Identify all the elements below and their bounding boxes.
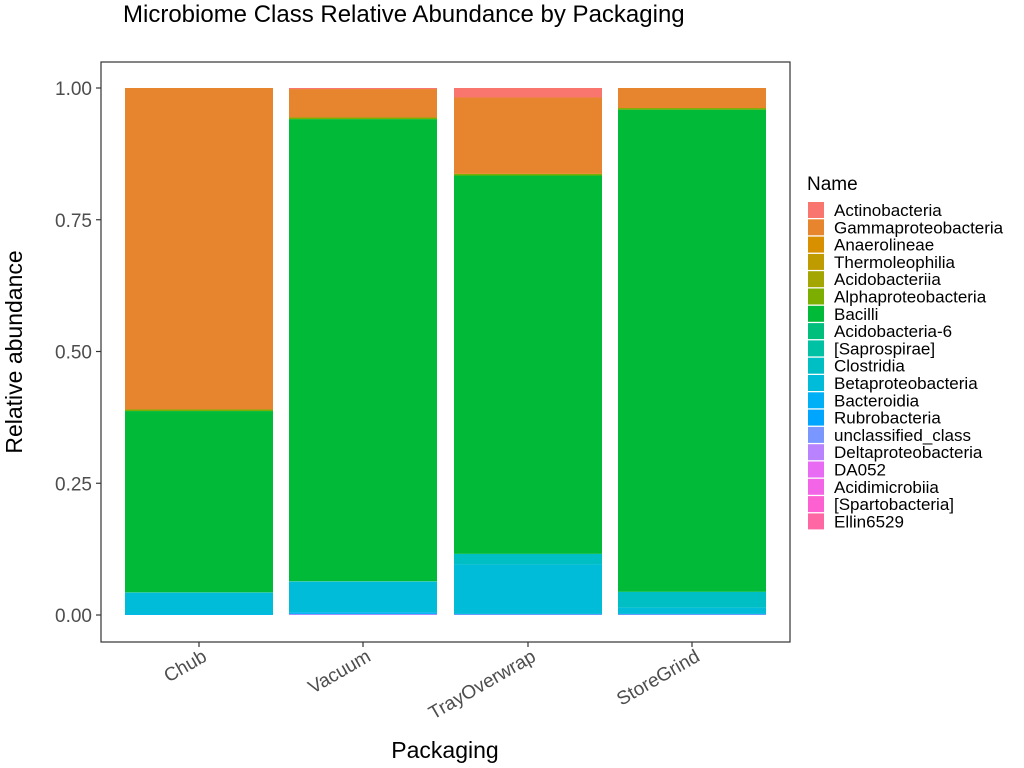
x-tick-label: Chub bbox=[161, 646, 211, 687]
y-axis: 0.00 0.25 0.50 0.75 1.00 bbox=[55, 79, 101, 627]
legend-label: Clostridia bbox=[834, 357, 905, 376]
y-tick-label: 0.25 bbox=[55, 474, 92, 495]
bar-segment bbox=[289, 118, 437, 120]
bar-segment bbox=[454, 564, 602, 614]
legend-label: DA052 bbox=[834, 461, 886, 480]
legend-label: Anaerolineae bbox=[834, 236, 934, 255]
bar-segment bbox=[125, 593, 273, 615]
bar-segment bbox=[618, 614, 766, 615]
bar-segment bbox=[618, 592, 766, 608]
bar-segment bbox=[289, 614, 437, 615]
legend-label: Alphaproteobacteria bbox=[834, 288, 987, 307]
y-tick-label: 0.00 bbox=[55, 606, 92, 627]
x-axis: Chub Vacuum TrayOverwrap StoreGrind bbox=[161, 642, 704, 724]
legend-label: Acidobacteria-6 bbox=[834, 322, 952, 341]
bar-segment bbox=[125, 88, 273, 409]
legend-key bbox=[808, 271, 824, 287]
bar-segment bbox=[289, 614, 437, 615]
bar-segment bbox=[618, 110, 766, 592]
bar-segment bbox=[454, 88, 602, 97]
y-tick-label: 1.00 bbox=[55, 79, 92, 100]
legend-key bbox=[808, 219, 824, 235]
legend-key bbox=[808, 306, 824, 322]
legend-key bbox=[808, 513, 824, 529]
bar-segment bbox=[289, 89, 437, 117]
y-axis-title: Relative abundance bbox=[1, 250, 27, 453]
y-tick-label: 0.75 bbox=[55, 211, 92, 232]
bar-segment bbox=[289, 88, 437, 89]
bar-segment bbox=[454, 614, 602, 615]
legend-label: [Saprospirae] bbox=[834, 339, 935, 358]
bar-segment bbox=[454, 175, 602, 553]
legend-title: Name bbox=[807, 174, 858, 195]
x-tick-label: StoreGrind bbox=[613, 646, 703, 710]
bar-segment bbox=[289, 581, 437, 582]
legend-label: Actinobacteria bbox=[834, 201, 942, 220]
y-tick-label: 0.50 bbox=[55, 343, 92, 364]
legend-label: Rubrobacteria bbox=[834, 409, 941, 428]
legend-key bbox=[808, 289, 824, 305]
legend-key bbox=[808, 392, 824, 408]
bar-segment bbox=[454, 174, 602, 176]
legend-key bbox=[808, 479, 824, 495]
legend-key bbox=[808, 202, 824, 218]
legend-key bbox=[808, 358, 824, 374]
bar-segment bbox=[618, 108, 766, 110]
bar-segment bbox=[125, 409, 273, 411]
bar-segment bbox=[125, 411, 273, 592]
legend-key bbox=[808, 462, 824, 478]
legend-label: Thermoleophilia bbox=[834, 253, 955, 272]
legend-key bbox=[808, 323, 824, 339]
legend-key bbox=[808, 496, 824, 512]
legend-label: Acidobacteriia bbox=[834, 270, 941, 289]
bar-segment bbox=[289, 582, 437, 613]
legend-key bbox=[808, 254, 824, 270]
bar-segment bbox=[125, 614, 273, 615]
legend-key bbox=[808, 444, 824, 460]
legend-label: [Spartobacteria] bbox=[834, 495, 954, 514]
legend: Name ActinobacteriaGammaproteobacteriaAn… bbox=[807, 174, 1004, 531]
legend-key bbox=[808, 410, 824, 426]
legend-label: Acidimicrobiia bbox=[834, 478, 939, 497]
chart-title: Microbiome Class Relative Abundance by P… bbox=[123, 1, 685, 28]
legend-key bbox=[808, 340, 824, 356]
legend-key bbox=[808, 427, 824, 443]
legend-label: Ellin6529 bbox=[834, 512, 904, 531]
x-tick-label: Vacuum bbox=[305, 646, 375, 698]
bar-segment bbox=[289, 119, 437, 581]
bar-segment bbox=[454, 97, 602, 173]
x-tick-label: TrayOverwrap bbox=[425, 646, 539, 724]
bar-segment bbox=[618, 608, 766, 614]
bar-segment bbox=[618, 88, 766, 108]
legend-label: Bacteroidia bbox=[834, 391, 920, 410]
x-axis-title: Packaging bbox=[391, 737, 498, 763]
legend-label: Gammaproteobacteria bbox=[834, 218, 1004, 237]
legend-label: Deltaproteobacteria bbox=[834, 443, 983, 462]
bar-segment bbox=[125, 592, 273, 593]
legend-label: unclassified_class bbox=[834, 426, 971, 445]
bar-segment bbox=[454, 614, 602, 615]
bar-segment bbox=[618, 614, 766, 615]
legend-key bbox=[808, 237, 824, 253]
legend-label: Betaproteobacteria bbox=[834, 374, 978, 393]
bar-segment bbox=[289, 612, 437, 614]
bar-segment bbox=[454, 554, 602, 565]
legend-key bbox=[808, 375, 824, 391]
legend-label: Bacilli bbox=[834, 305, 878, 324]
